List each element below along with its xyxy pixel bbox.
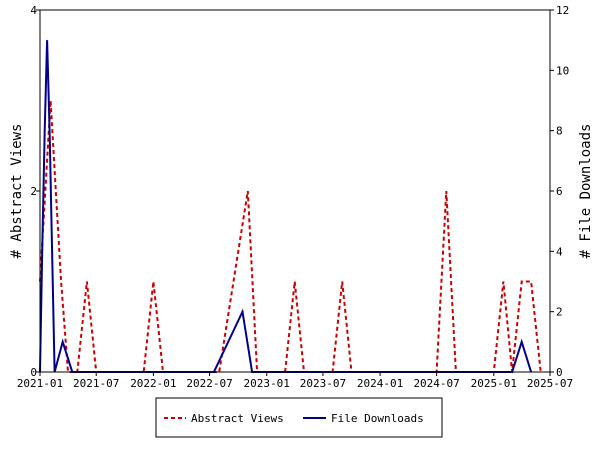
right-y-tick-label: 12 — [556, 4, 569, 17]
right-y-tick-label: 0 — [556, 366, 563, 379]
x-tick-label: 2025-01 — [471, 377, 517, 390]
right-y-tick-label: 8 — [556, 125, 563, 138]
right-y-tick-label: 6 — [556, 185, 563, 198]
legend-label-abstract-views: Abstract Views — [191, 412, 284, 425]
legend-box — [155, 397, 443, 438]
x-tick-label: 2022-07 — [186, 377, 232, 390]
legend: Abstract Views File Downloads — [155, 397, 443, 438]
x-tick-label: 2024-01 — [357, 377, 403, 390]
x-tick-label: 2023-01 — [244, 377, 290, 390]
left-y-tick-label: 2 — [30, 185, 37, 198]
x-tick-label: 2023-07 — [300, 377, 346, 390]
right-axis-title: # File Downloads — [578, 124, 594, 259]
x-tick-label: 2022-01 — [130, 377, 176, 390]
x-tick-label: 2021-07 — [73, 377, 119, 390]
left-axis-title: # Abstract Views — [9, 124, 25, 259]
left-y-tick-label: 0 — [30, 366, 37, 379]
left-y-tick-label: 4 — [30, 4, 37, 17]
right-y-tick-label: 10 — [556, 64, 569, 77]
x-tick-label: 2025-07 — [527, 377, 573, 390]
axes: 0 2 4 0 2 4 6 8 10 12 2021-01 2021-07 2022-01 2022-07… — [17, 4, 573, 390]
right-y-tick-label: 2 — [556, 306, 563, 319]
legend-label-file-downloads: File Downloads — [331, 412, 424, 425]
x-tick-label: 2024-07 — [413, 377, 459, 390]
right-y-tick-label: 4 — [556, 245, 563, 258]
x-tick-label: 2021-01 — [17, 377, 63, 390]
